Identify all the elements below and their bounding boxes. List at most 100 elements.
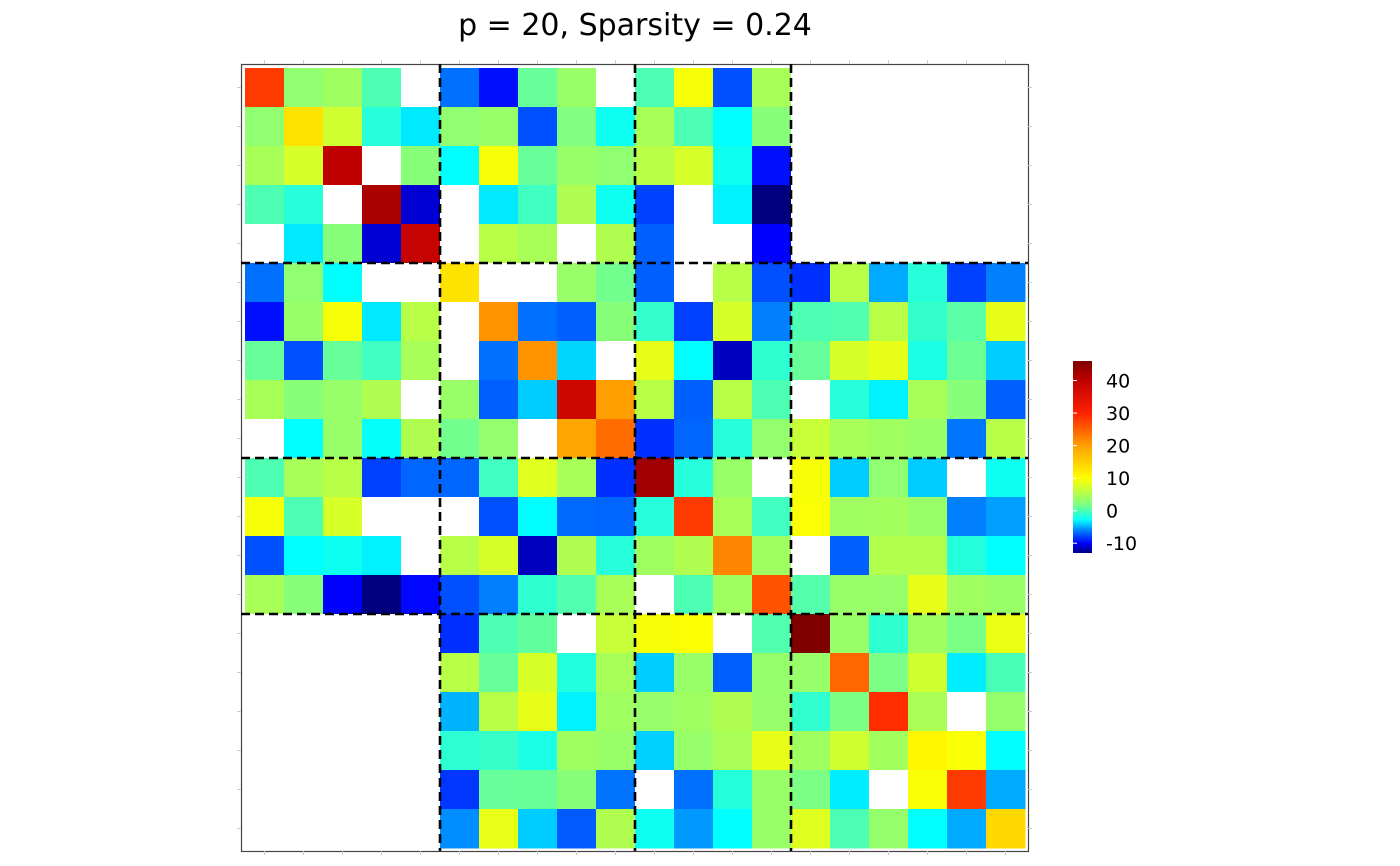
heatmap-cell — [869, 731, 909, 771]
heatmap-cell — [440, 263, 480, 303]
heatmap-cell — [713, 68, 753, 108]
heatmap-cell — [674, 458, 714, 498]
heatmap-cell — [986, 185, 1026, 225]
heatmap-cell — [791, 341, 831, 381]
heatmap-cell — [284, 380, 324, 420]
heatmap-cell — [908, 458, 948, 498]
heatmap-cell — [791, 614, 831, 654]
heatmap-cell — [596, 653, 636, 693]
heatmap-cell — [284, 146, 324, 186]
heatmap-cell — [830, 575, 870, 615]
heatmap-cell — [284, 770, 324, 810]
heatmap-cell — [752, 731, 792, 771]
heatmap-cell — [830, 263, 870, 303]
heatmap-cell — [323, 146, 363, 186]
heatmap-cell — [479, 263, 519, 303]
heatmap-cell — [401, 302, 441, 342]
heatmap-cell — [869, 575, 909, 615]
heatmap-cell — [752, 614, 792, 654]
heatmap-cell — [401, 185, 441, 225]
heatmap-cell — [245, 185, 285, 225]
heatmap-cell — [947, 536, 987, 576]
heatmap-cell — [908, 536, 948, 576]
heatmap-cell — [245, 146, 285, 186]
heatmap-cell — [245, 770, 285, 810]
heatmap-cell — [440, 614, 480, 654]
heatmap-cell — [401, 770, 441, 810]
heatmap-cell — [674, 497, 714, 537]
heatmap-cell — [440, 380, 480, 420]
heatmap-cell — [323, 302, 363, 342]
heatmap-cell — [479, 653, 519, 693]
heatmap-cell — [518, 614, 558, 654]
heatmap-cell — [986, 458, 1026, 498]
heatmap-cell — [284, 653, 324, 693]
heatmap-cell — [986, 380, 1026, 420]
heatmap-cell — [479, 302, 519, 342]
heatmap-cell — [401, 692, 441, 732]
heatmap-cell — [479, 809, 519, 849]
heatmap-cell — [986, 653, 1026, 693]
heatmap-cell — [518, 497, 558, 537]
heatmap-cell — [557, 731, 597, 771]
colorbar-tick-label: -10 — [1106, 533, 1137, 555]
heatmap-cell — [557, 68, 597, 108]
heatmap-cell — [401, 731, 441, 771]
heatmap-cell — [557, 614, 597, 654]
heatmap-cell — [440, 458, 480, 498]
heatmap-cell — [245, 536, 285, 576]
heatmap-cell — [869, 419, 909, 459]
heatmap-cell — [635, 380, 675, 420]
colorbar — [1073, 361, 1092, 553]
heatmap-cell — [635, 68, 675, 108]
heatmap-cell — [518, 575, 558, 615]
heatmap-cell — [518, 653, 558, 693]
heatmap-cell — [791, 692, 831, 732]
heatmap-cell — [947, 263, 987, 303]
heatmap-cell — [908, 614, 948, 654]
heatmap-cell — [674, 692, 714, 732]
heatmap-cell — [869, 653, 909, 693]
heatmap-cell — [596, 146, 636, 186]
heatmap-cell — [557, 107, 597, 147]
heatmap-cell — [830, 341, 870, 381]
heatmap-cell — [518, 68, 558, 108]
heatmap-cell — [674, 770, 714, 810]
heatmap-cell — [635, 731, 675, 771]
heatmap-cell — [713, 614, 753, 654]
heatmap-cell — [986, 575, 1026, 615]
heatmap-cell — [401, 146, 441, 186]
heatmap-cell — [752, 497, 792, 537]
heatmap-cell — [245, 653, 285, 693]
heatmap-cell — [479, 575, 519, 615]
heatmap-cell — [713, 770, 753, 810]
heatmap-cell — [596, 497, 636, 537]
heatmap-cell — [596, 614, 636, 654]
heatmap-cell — [401, 341, 441, 381]
heatmap-cell — [986, 107, 1026, 147]
heatmap-cell — [557, 224, 597, 264]
heatmap-cell — [401, 809, 441, 849]
heatmap-cell — [791, 575, 831, 615]
heatmap-cell — [869, 263, 909, 303]
heatmap-cell — [674, 341, 714, 381]
heatmap-cell — [518, 458, 558, 498]
heatmap-cell — [479, 107, 519, 147]
heatmap-cell — [908, 497, 948, 537]
heatmap-cell — [323, 380, 363, 420]
heatmap-cell — [791, 536, 831, 576]
heatmap-cell — [869, 107, 909, 147]
heatmap-cell — [986, 536, 1026, 576]
heatmap-cell — [362, 341, 402, 381]
heatmap-cell — [362, 458, 402, 498]
heatmap-cell — [713, 185, 753, 225]
heatmap-cell — [284, 185, 324, 225]
heatmap-cell — [830, 731, 870, 771]
heatmap-cell — [752, 653, 792, 693]
heatmap-cell — [323, 614, 363, 654]
heatmap-cell — [752, 302, 792, 342]
heatmap-cell — [284, 614, 324, 654]
heatmap-cell — [401, 653, 441, 693]
heatmap-cell — [245, 224, 285, 264]
